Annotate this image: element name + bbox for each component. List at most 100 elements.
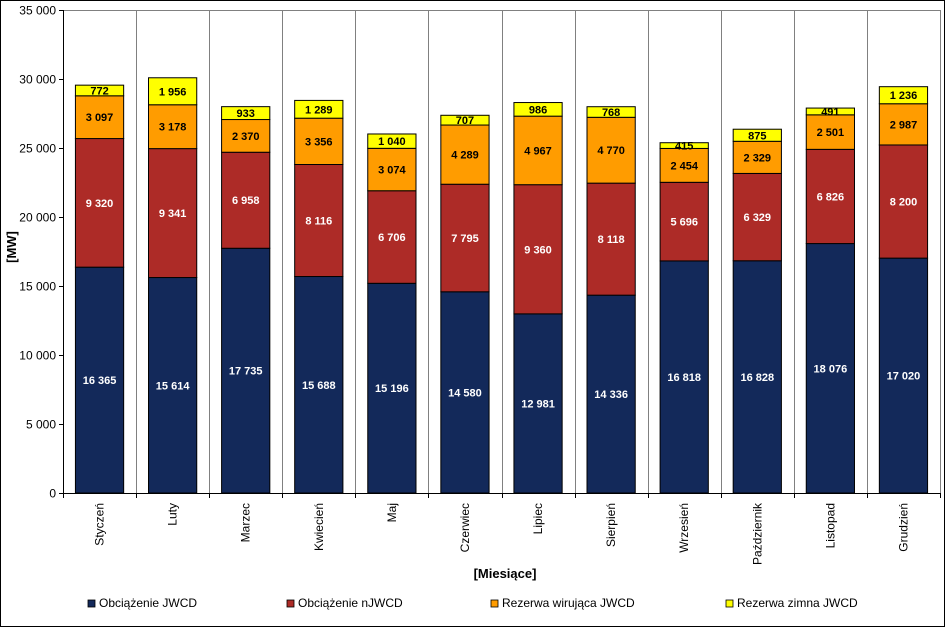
legend-swatch	[490, 599, 499, 608]
bar-segment	[440, 291, 490, 494]
data-label: 2 454	[670, 160, 698, 172]
bar-segment	[659, 181, 709, 262]
data-label: 8 118	[598, 234, 625, 246]
bar-segment	[440, 124, 490, 185]
grid-lines	[136, 10, 868, 493]
data-label: 4 289	[451, 150, 479, 162]
legend-swatch	[286, 599, 295, 608]
data-label: 1 040	[378, 136, 406, 148]
bar-segment	[878, 103, 929, 146]
data-label: 3 178	[159, 122, 187, 134]
data-label: 3 097	[86, 112, 114, 124]
y-tick-label: 5 000	[26, 418, 56, 432]
x-tick-label: Styczeń	[93, 503, 107, 546]
legend-entry: Rezerwa wirująca JWCD	[502, 596, 635, 610]
bar-segment	[74, 84, 125, 97]
data-label: 14 336	[594, 389, 628, 401]
data-label: 933	[237, 108, 255, 120]
data-label: 16 365	[83, 375, 117, 387]
bar-segment	[732, 172, 782, 262]
data-label: 6 958	[232, 195, 260, 207]
y-tick-label: 35 000	[19, 4, 56, 18]
x-tick-label: Lipiec	[531, 503, 545, 534]
y-tick-label: 20 000	[19, 211, 56, 225]
bar-segment	[513, 102, 563, 117]
legend-swatch	[725, 599, 734, 608]
bar-segment	[294, 99, 344, 119]
x-tick-label: Luty	[166, 503, 180, 526]
data-label: 12 981	[521, 398, 555, 410]
bar-segment	[805, 107, 855, 116]
bar-segment	[586, 294, 636, 494]
y-tick-label: 15 000	[19, 280, 56, 294]
data-label: 15 196	[375, 383, 409, 395]
x-tick-label: Sierpień	[604, 503, 618, 547]
data-label: 986	[529, 104, 547, 116]
bar-segment	[805, 114, 855, 150]
data-label: 6 826	[817, 191, 845, 203]
bar-segment	[221, 247, 271, 494]
data-label: 768	[602, 107, 620, 119]
bar-segment	[805, 148, 855, 245]
bar-segment	[148, 104, 198, 150]
bar-segment	[74, 138, 125, 268]
bar-segment	[148, 77, 198, 106]
data-label: 6 706	[378, 232, 406, 244]
bar-segment	[294, 117, 344, 166]
x-tick-label: Październik	[750, 502, 764, 565]
data-label: 16 828	[740, 372, 774, 384]
y-axis-title: [MW]	[4, 231, 19, 263]
data-label: 18 076	[814, 363, 848, 375]
data-label: 1 289	[305, 104, 333, 116]
data-label: 4 770	[597, 145, 625, 157]
x-tick-label: Wrzesień	[677, 503, 691, 553]
data-label: 415	[675, 141, 693, 153]
bar-segment	[878, 144, 929, 259]
bar-segment	[221, 151, 271, 249]
data-label: 772	[90, 85, 108, 97]
x-tick-label: Maj	[385, 503, 399, 522]
x-tick-label: Grudzień	[896, 503, 910, 552]
x-axis-title: [Miesiące]	[474, 566, 537, 581]
data-label: 7 795	[451, 233, 479, 245]
bar-segment	[74, 266, 125, 494]
bar-segment	[440, 114, 490, 126]
data-label: 4 967	[524, 145, 552, 157]
data-label: 707	[456, 115, 474, 127]
bar-segment	[513, 184, 563, 315]
bars	[74, 77, 929, 494]
data-label: 16 818	[667, 372, 701, 384]
data-label: 9 320	[86, 198, 114, 210]
bar-segment	[294, 276, 344, 494]
data-label: 1 956	[159, 86, 187, 98]
data-label: 8 116	[305, 216, 332, 228]
data-label: 875	[748, 130, 766, 142]
data-label: 2 370	[232, 131, 260, 143]
y-tick-label: 25 000	[19, 142, 56, 156]
data-label: 491	[821, 106, 839, 118]
data-labels: 16 365 9 320 3 097 772 15 614 9 341 3 178 1 956…	[83, 85, 921, 410]
data-label: 2 501	[817, 127, 845, 139]
legend-entry: Rezerwa zimna JWCD	[737, 596, 858, 610]
bar-segment	[148, 148, 198, 279]
x-tick-label: Kwiecień	[312, 503, 326, 551]
bar-segment	[586, 106, 636, 118]
legend: Obciążenie JWCD Obciążenie nJWCD Rezerwa w…	[87, 596, 858, 610]
data-label: 2 329	[744, 152, 772, 164]
bar-segment	[878, 86, 929, 105]
x-tick-label: Marzec	[239, 503, 253, 542]
bar-segment	[732, 128, 782, 142]
data-label: 1 236	[890, 90, 918, 102]
y-tick-label: 10 000	[19, 349, 56, 363]
data-label: 15 614	[156, 380, 191, 392]
bar-segment	[586, 182, 636, 296]
axes: 0 5 000 10 000 15 000 20 000 25 000 30 000 35 0…	[19, 4, 941, 565]
bar-segment	[659, 142, 709, 149]
bar-segment	[659, 260, 709, 494]
data-label: 17 735	[229, 366, 263, 378]
data-label: 6 329	[744, 212, 772, 224]
x-tick-label: Listopad	[823, 503, 837, 548]
bar-segment	[74, 95, 125, 140]
